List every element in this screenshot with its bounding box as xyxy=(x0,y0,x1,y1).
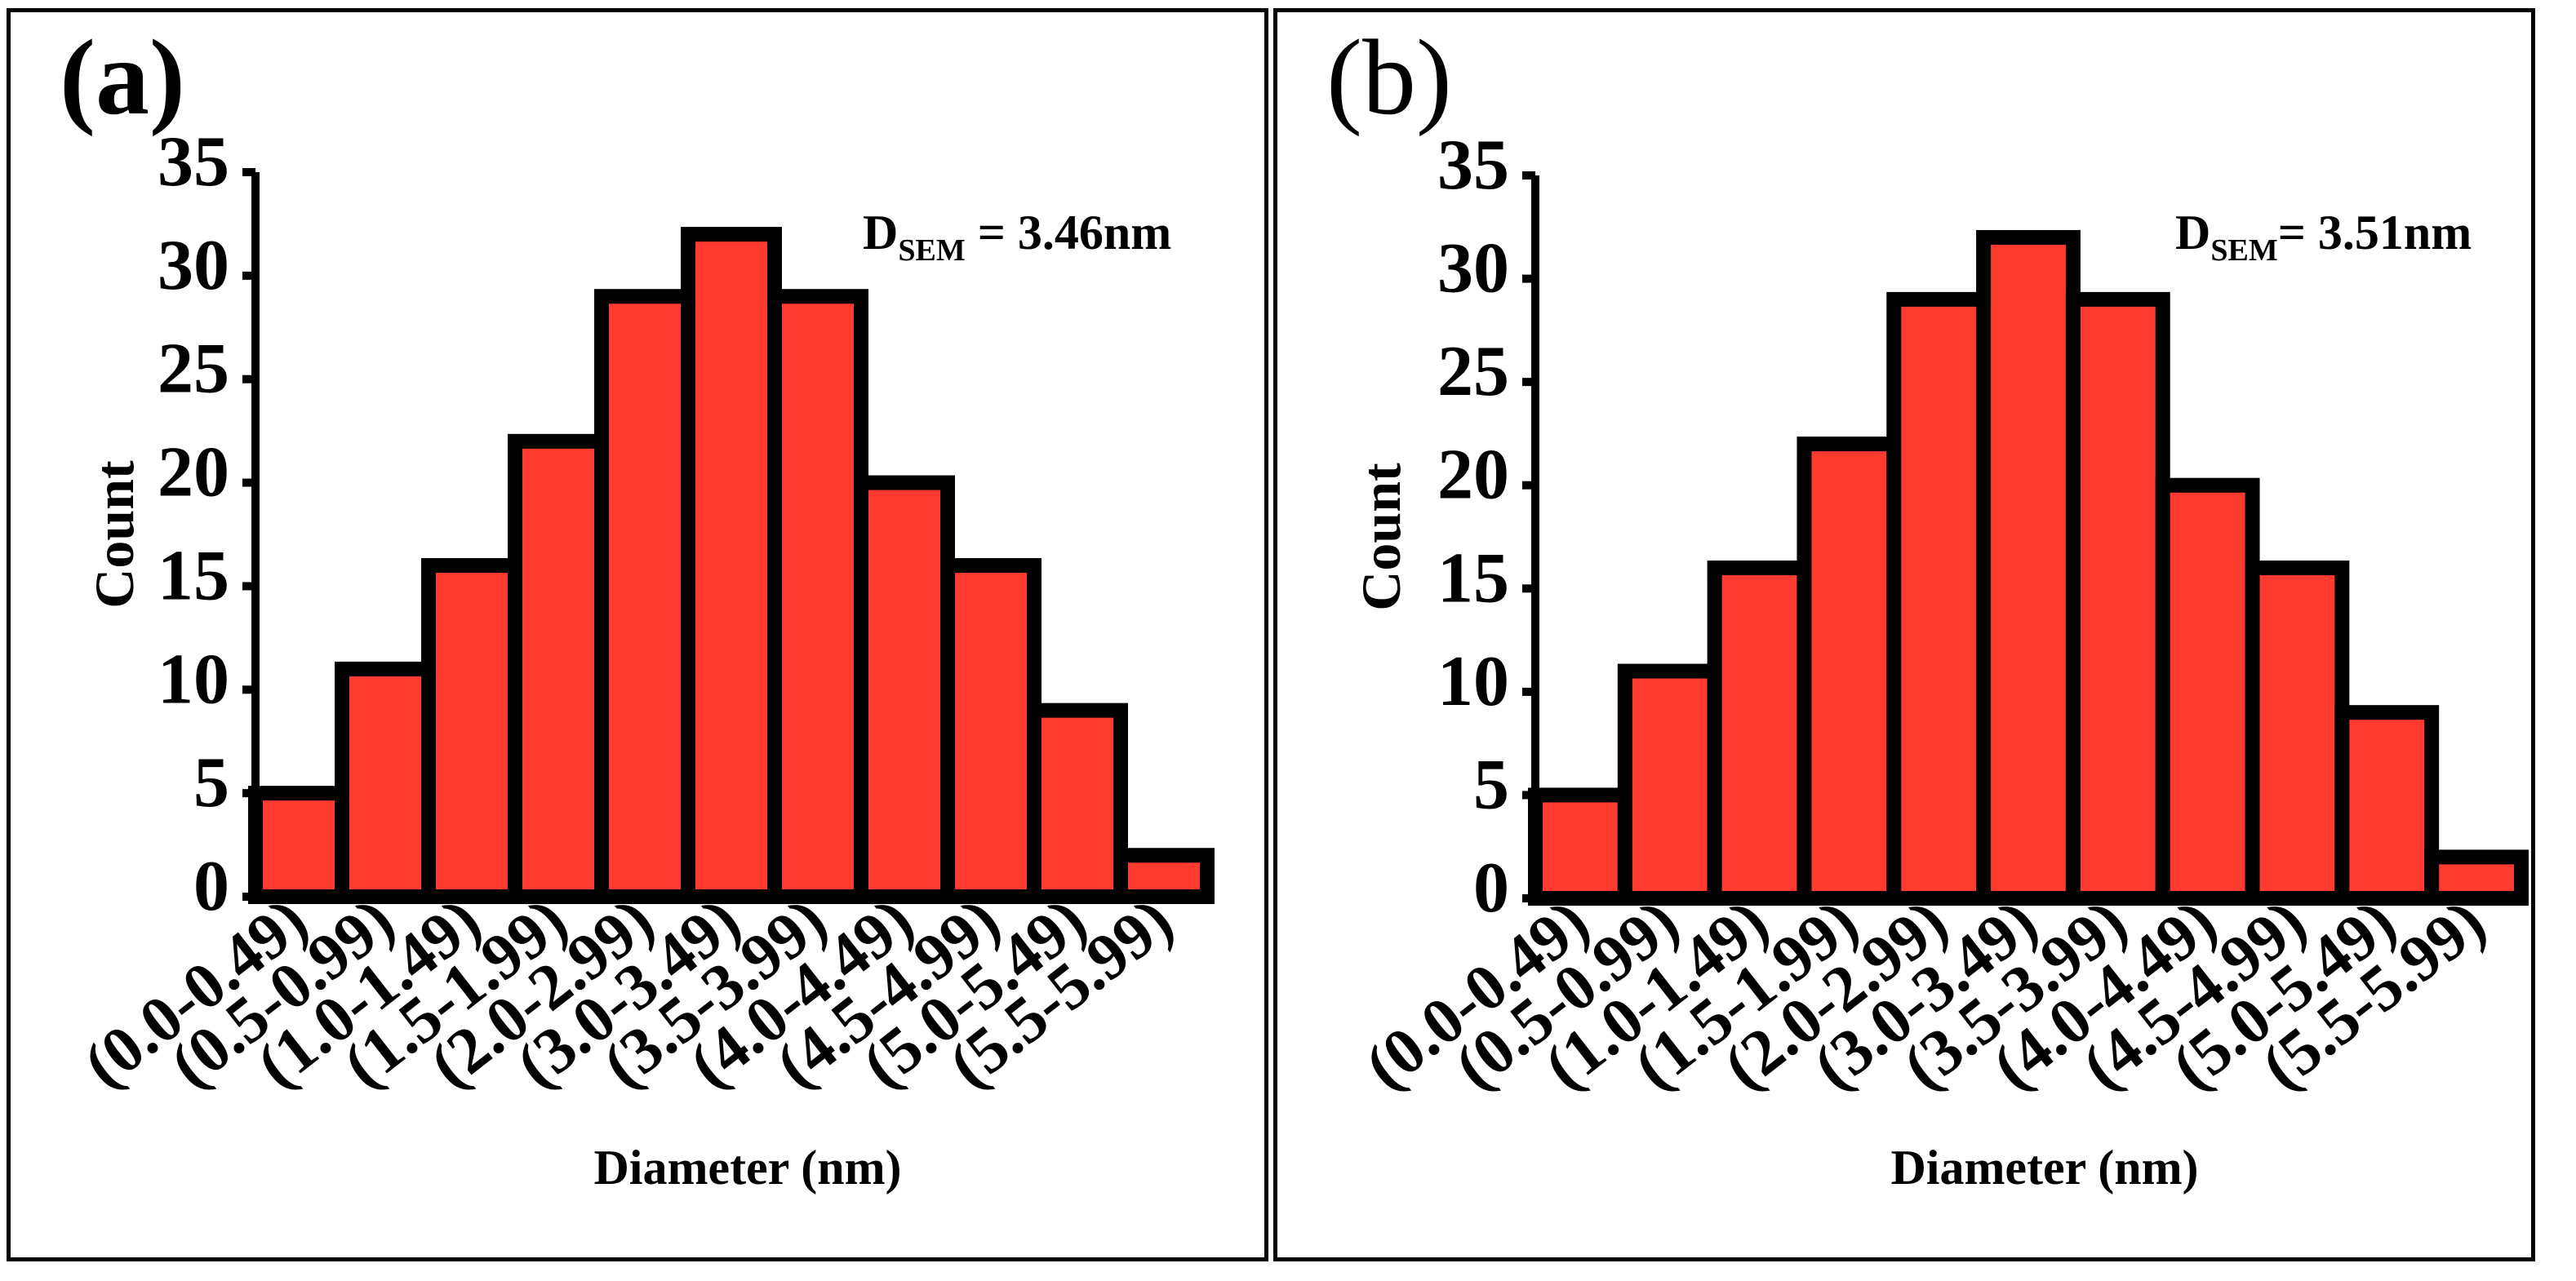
y-tick-label: 35 xyxy=(1437,126,1509,205)
histogram-a: (a)05101520253035(0.0-0.49)(0.5-0.99)(1.… xyxy=(60,17,1215,1195)
histogram-bar xyxy=(508,433,609,904)
y-tick-label: 20 xyxy=(158,433,229,512)
dsem-annotation: DSEM = 3.46nm xyxy=(863,206,1171,268)
y-tick-label: 0 xyxy=(193,847,229,926)
histogram-bar xyxy=(1528,787,1632,906)
histogram-bar xyxy=(248,786,349,905)
y-tick-label: 15 xyxy=(158,536,229,615)
x-axis-title: Diameter (nm) xyxy=(593,1141,901,1195)
chart-panel-b: (b) 0 5 10 15 20 25 30 35 (0.0-0.49) (0.5-0.99) (1.… xyxy=(1273,8,2535,1261)
y-tick-label: 5 xyxy=(1473,745,1509,824)
y-tick-label: 25 xyxy=(158,330,229,409)
histogram-bar xyxy=(1976,229,2081,906)
y-tick-label: 30 xyxy=(158,226,229,305)
dsem-annotation: DSEM= 3.51nm xyxy=(2175,206,2472,268)
histogram-bar xyxy=(681,227,782,905)
y-tick-label: 10 xyxy=(1437,642,1509,721)
histogram-b: (b)05101520253035(0.0-0.49)(0.5-0.99)(1.… xyxy=(1326,17,2529,1195)
panel-label: (b) xyxy=(1326,17,1452,137)
histogram-bar xyxy=(1707,560,1812,906)
y-tick-label: 20 xyxy=(1437,436,1509,515)
y-tick-label: 35 xyxy=(158,122,229,202)
histogram-bar xyxy=(2065,291,2170,906)
histogram-bar xyxy=(2155,477,2260,906)
histogram-bar xyxy=(594,289,695,904)
histogram-bar xyxy=(1027,703,1128,905)
y-axis-title: Count xyxy=(83,460,145,609)
y-axis-title: Count xyxy=(1350,463,1412,611)
y-tick-label: 10 xyxy=(158,640,229,719)
histogram-bar xyxy=(940,558,1042,904)
y-tick-label: 0 xyxy=(1473,849,1509,928)
y-tick-label: 5 xyxy=(193,743,229,822)
y-tick-label: 30 xyxy=(1437,229,1509,308)
histogram-bar xyxy=(1797,437,1902,906)
histogram-bar xyxy=(1886,291,1992,906)
histogram-bar xyxy=(2245,560,2350,906)
histogram-bar xyxy=(854,475,955,904)
histogram-bar xyxy=(767,289,868,904)
histogram-bar xyxy=(1617,663,1722,906)
chart-panel-a: (a) 0 5 10 15 20 25 30 35 (0.0-0.49) (0.5-0.99) (1.… xyxy=(7,8,1268,1261)
x-axis-title: Diameter (nm) xyxy=(1890,1141,2198,1195)
y-tick-label: 25 xyxy=(1437,332,1509,411)
histogram-bar xyxy=(335,661,436,905)
y-tick-label: 15 xyxy=(1437,539,1509,618)
histogram-bar xyxy=(421,558,522,904)
histogram-bar xyxy=(2334,705,2440,906)
panel-label: (a) xyxy=(60,17,185,137)
